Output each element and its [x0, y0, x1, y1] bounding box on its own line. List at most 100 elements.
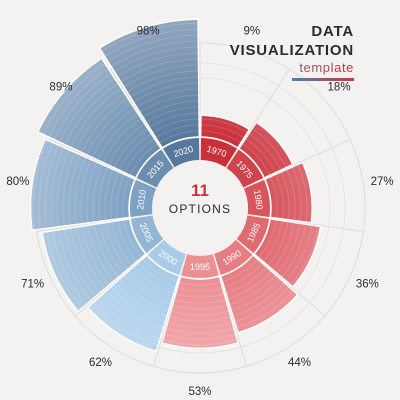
grid-layer	[34, 42, 366, 374]
bar-2010	[29, 138, 137, 232]
bar-stripe	[107, 34, 199, 62]
bar-stripe	[258, 219, 277, 259]
bar-stripe	[80, 159, 92, 224]
bar-stripe	[87, 225, 115, 282]
value-label-2020: 98%	[137, 25, 160, 37]
bar-2000	[86, 254, 181, 353]
bar-stripe	[124, 274, 171, 305]
bar-stripe	[286, 169, 296, 221]
bar-stripe	[116, 174, 125, 220]
title-accent-bar	[292, 78, 354, 81]
bar-stripe	[251, 128, 287, 168]
bar-stripe	[297, 164, 308, 223]
grid-spoke	[270, 217, 364, 232]
options-count: 11	[191, 181, 209, 200]
bar-stripe	[102, 118, 142, 163]
bar-stripe	[46, 231, 83, 309]
bar-stripe	[110, 286, 166, 323]
bar-stripe	[86, 103, 132, 156]
value-label-2015: 89%	[49, 82, 72, 94]
bar-stripe	[123, 64, 199, 88]
bar-stripe	[248, 133, 281, 171]
year-segment-2020	[162, 138, 200, 168]
bar-stripe	[58, 229, 92, 301]
year-segment-1975	[226, 149, 264, 188]
bar-stripe	[178, 281, 222, 286]
bar-stripe	[133, 266, 175, 294]
bar-stripe	[270, 176, 278, 219]
bar-stripe	[139, 94, 199, 113]
bar-stripe	[119, 133, 152, 171]
bar-stripe	[177, 287, 223, 292]
title-line-1: DATA	[311, 23, 354, 40]
bar-stripe	[152, 118, 200, 133]
title-line-2: VISUALIZATION	[229, 42, 354, 59]
bar-stripe	[245, 138, 276, 173]
year-segment-2015	[136, 149, 174, 188]
bar-stripe	[92, 302, 159, 346]
bar-1990	[219, 254, 299, 334]
bar-stripe	[290, 226, 319, 286]
bar-stripe	[111, 221, 133, 266]
bar-stripe	[117, 52, 199, 78]
value-label-1975: 18%	[328, 82, 351, 94]
bar-stripe	[200, 124, 245, 139]
value-label-1990: 44%	[288, 357, 311, 369]
bar-stripe	[110, 40, 199, 67]
value-label-2005: 71%	[21, 278, 44, 290]
bar-stripe	[97, 298, 161, 340]
bar-stripe	[119, 278, 169, 311]
grid-spoke	[36, 217, 130, 232]
grid-spoke	[74, 254, 147, 317]
bar-stripe	[97, 113, 139, 161]
value-label-1980: 27%	[371, 176, 394, 188]
bar-stripe	[232, 282, 285, 317]
bar-stripe	[165, 327, 235, 334]
bar-stripe	[64, 228, 96, 297]
value-label-2000: 62%	[89, 357, 112, 369]
bar-stripe	[122, 176, 130, 219]
center-label: 11 OPTIONS	[169, 181, 231, 216]
bar-stripe	[62, 152, 76, 227]
bar-stripe	[276, 223, 301, 274]
value-label-1995: 53%	[188, 386, 211, 398]
bar-stripe	[170, 310, 230, 316]
bar-stripe	[137, 262, 176, 288]
bar-stripe	[104, 28, 199, 57]
value-label-1985: 36%	[356, 278, 379, 290]
bar-stripe	[86, 161, 98, 223]
year-segment-2000	[147, 239, 186, 275]
bar-stripe	[222, 258, 258, 283]
bar-stripe	[169, 316, 231, 322]
title-block: DATA VISUALIZATION template	[230, 22, 354, 81]
bar-stripe	[105, 222, 128, 270]
bar-stripe	[92, 164, 103, 223]
bar-stripe	[123, 219, 142, 259]
bar-stripe	[225, 266, 267, 294]
bar-stripe	[128, 270, 173, 300]
bar-stripe	[110, 171, 120, 220]
bar-stripe	[231, 278, 281, 311]
bar-stripe	[68, 154, 81, 226]
bar-stripe	[146, 106, 199, 123]
subtitle: template	[230, 60, 354, 76]
bar-stripe	[272, 222, 295, 270]
bar-stripe	[98, 166, 109, 222]
bar-stripe	[99, 223, 124, 274]
bar-stripe	[56, 149, 70, 227]
bar-stripe	[106, 290, 164, 328]
bar-stripe	[227, 270, 272, 300]
bar-1995	[161, 275, 239, 349]
bar-stripe	[129, 143, 158, 176]
year-segment-1985	[236, 215, 270, 254]
bar-stripe	[59, 78, 116, 143]
bar-stripe	[224, 262, 263, 288]
options-label: OPTIONS	[169, 202, 231, 216]
grid-spoke	[153, 275, 181, 367]
bar-stripe	[172, 304, 228, 310]
bar-stripe	[136, 88, 199, 108]
bar-stripe	[285, 225, 313, 282]
grid-spoke	[253, 254, 326, 317]
